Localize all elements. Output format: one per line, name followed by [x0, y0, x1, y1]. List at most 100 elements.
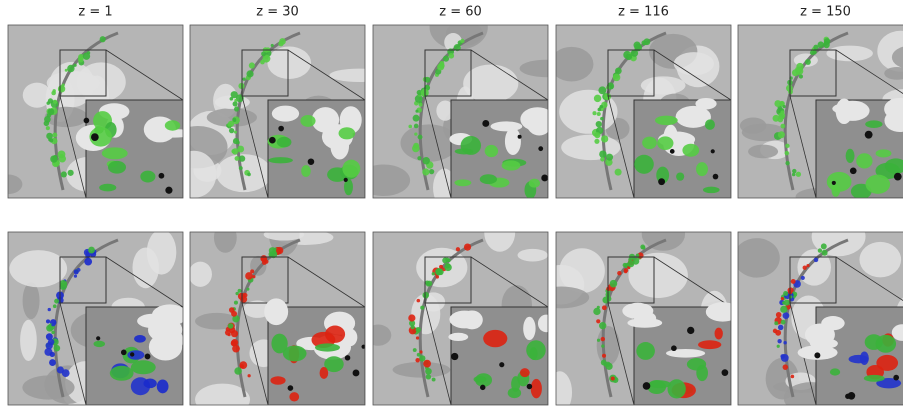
- light-patch: [597, 326, 620, 366]
- inset-blob: [866, 175, 891, 194]
- label-dot: [48, 308, 51, 311]
- image-content: [738, 25, 903, 214]
- label-dot: [417, 156, 421, 160]
- label-dot: [778, 131, 785, 138]
- label-dot: [73, 64, 76, 67]
- label-dot: [596, 319, 600, 323]
- label-dot: [419, 103, 423, 107]
- label-dot: [48, 98, 53, 103]
- inset-blob: [705, 119, 715, 129]
- inset-blob: [657, 136, 673, 150]
- label-dot: [51, 331, 55, 335]
- label-dot: [791, 279, 796, 284]
- label-dot: [783, 364, 789, 370]
- inset-blob: [682, 144, 699, 157]
- label-dot: [822, 250, 828, 256]
- dark-granule: [159, 173, 165, 179]
- inset-patch: [666, 349, 705, 358]
- label-dot: [456, 247, 460, 251]
- label-dot: [234, 131, 237, 134]
- inset-blob: [698, 340, 721, 349]
- dark-granule: [713, 174, 719, 180]
- label-dot: [426, 374, 431, 379]
- inset-blob: [676, 172, 684, 180]
- inset-blob: [300, 115, 315, 127]
- label-dot: [806, 264, 809, 267]
- label-dot: [229, 128, 234, 133]
- light-patch: [365, 325, 391, 346]
- label-dot: [46, 319, 50, 323]
- label-dot: [269, 247, 276, 254]
- label-dot: [414, 124, 419, 129]
- label-dot: [597, 306, 600, 309]
- label-dot: [52, 132, 57, 137]
- label-dot: [58, 85, 65, 92]
- light-patch: [267, 47, 311, 79]
- label-dot: [422, 168, 429, 175]
- label-dot: [50, 155, 57, 162]
- image-panel: [365, 213, 560, 407]
- label-dot: [53, 100, 57, 104]
- label-dot: [231, 311, 237, 317]
- label-dot: [262, 260, 267, 265]
- dark-granule: [482, 120, 489, 127]
- label-dot: [792, 169, 796, 173]
- inset-blob: [301, 165, 311, 177]
- inset-blob: [856, 153, 872, 168]
- inset-patch: [312, 107, 339, 133]
- inset-blob: [830, 368, 840, 375]
- light-patch: [9, 250, 67, 287]
- figure: z = 1z = 30z = 60z = 116z = 150: [0, 0, 903, 407]
- inset-blob: [108, 161, 126, 174]
- label-dot: [234, 367, 242, 375]
- label-dot: [599, 322, 606, 329]
- label-dot: [415, 358, 419, 362]
- label-dot: [59, 154, 63, 158]
- label-dot: [238, 289, 242, 293]
- column-label: z = 60: [439, 5, 482, 20]
- image-panel: [738, 25, 903, 214]
- label-dot: [464, 243, 471, 250]
- light-patch: [641, 76, 686, 94]
- dark-granule: [711, 149, 715, 153]
- label-dot: [234, 106, 239, 111]
- image-content: [0, 25, 194, 198]
- label-dot: [781, 297, 784, 300]
- label-dot: [460, 39, 464, 43]
- inset-blob: [831, 184, 840, 196]
- label-dot: [783, 312, 790, 319]
- label-dot: [425, 281, 429, 285]
- inset-blob: [455, 148, 474, 154]
- label-dot: [246, 288, 249, 291]
- label-dot: [422, 292, 429, 299]
- image-content: [357, 5, 573, 207]
- inset-blob: [876, 335, 897, 353]
- label-dot: [228, 323, 234, 329]
- label-dot: [785, 151, 790, 156]
- label-dot: [416, 336, 419, 339]
- label-dot: [74, 274, 77, 277]
- light-patch: [189, 262, 212, 287]
- label-dot: [417, 299, 421, 303]
- inset-blob: [715, 328, 723, 340]
- label-dot: [784, 300, 790, 306]
- inset-blob: [131, 360, 156, 374]
- inset-blob: [485, 145, 498, 157]
- label-dot: [413, 115, 420, 122]
- inset-blob: [277, 137, 292, 147]
- inset-blob: [320, 367, 329, 379]
- inset-blob: [648, 380, 671, 388]
- inset-blob: [474, 376, 487, 383]
- dark-granule: [894, 173, 902, 181]
- label-dot: [601, 337, 605, 341]
- label-dot: [780, 306, 787, 313]
- image-panel: [734, 217, 903, 407]
- inset-blob: [502, 160, 521, 170]
- inset-patch: [148, 318, 182, 343]
- inset-blob: [315, 343, 340, 351]
- inset-patch: [505, 128, 521, 155]
- label-dot: [78, 57, 84, 63]
- inset-blob: [454, 179, 471, 186]
- label-dot: [783, 341, 786, 344]
- label-dot: [240, 364, 244, 368]
